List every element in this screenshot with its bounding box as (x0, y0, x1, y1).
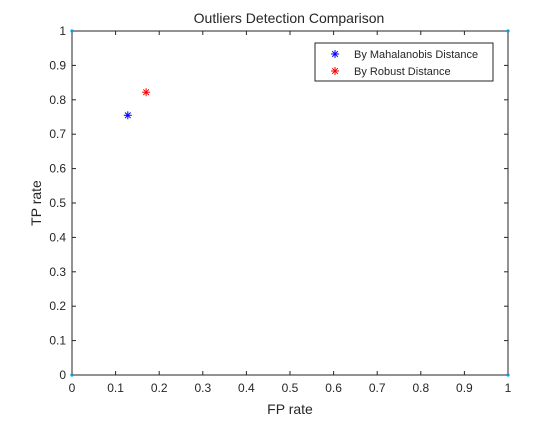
y-tick-label: 0.3 (49, 265, 66, 279)
x-tick-label: 0.9 (456, 381, 473, 395)
x-tick-label: 0.5 (282, 381, 299, 395)
x-tick-label: 1 (505, 381, 512, 395)
y-tick-label: 0.1 (49, 334, 66, 348)
x-tick-label: 0 (69, 381, 76, 395)
legend-marker-1 (331, 67, 339, 75)
legend: By Mahalanobis Distance By Robust Distanc… (315, 43, 493, 81)
y-tick-label: 0.2 (49, 299, 66, 313)
legend-label-1: By Robust Distance (354, 66, 451, 78)
y-axis-title: TP rate (28, 180, 44, 226)
corner-marker (506, 373, 509, 376)
y-tick-label: 0.7 (49, 127, 66, 141)
y-tick-label: 1 (59, 24, 66, 38)
x-tick-label: 0.2 (151, 381, 168, 395)
y-tick-label: 0 (59, 368, 66, 382)
x-axis-title: FP rate (267, 401, 313, 417)
x-tick-label: 0.7 (369, 381, 386, 395)
y-tick-label: 0.8 (49, 93, 66, 107)
y-tick-label: 0.5 (49, 196, 66, 210)
x-tick-label: 0.6 (325, 381, 342, 395)
chart-title: Outliers Detection Comparison (194, 10, 385, 26)
y-tick-label: 0.6 (49, 162, 66, 176)
x-tick-label: 0.8 (412, 381, 429, 395)
corner-marker (506, 29, 509, 32)
x-tick-label: 0.1 (107, 381, 124, 395)
y-tick-label: 0.9 (49, 58, 66, 72)
corner-marker (70, 373, 73, 376)
legend-marker-0 (331, 50, 339, 58)
y-tick-label: 0.4 (49, 230, 66, 244)
plot-frame (72, 31, 508, 375)
x-tick-label: 0.3 (194, 381, 211, 395)
legend-label-0: By Mahalanobis Distance (354, 49, 478, 61)
x-tick-label: 0.4 (238, 381, 255, 395)
corner-marker (70, 29, 73, 32)
